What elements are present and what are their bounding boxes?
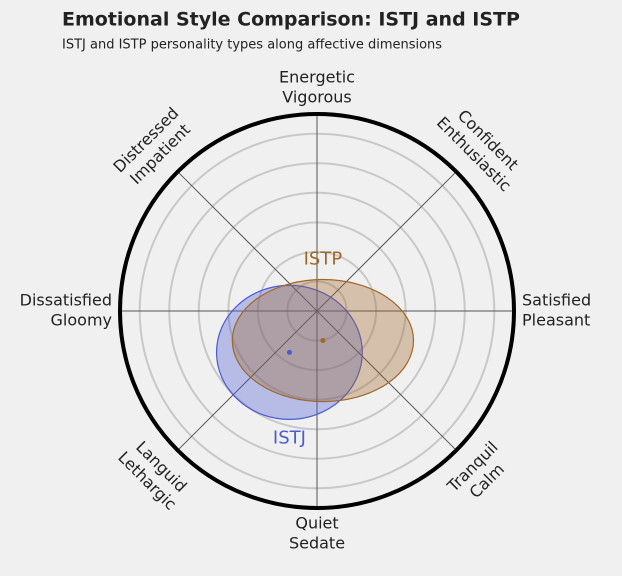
dimension-label-line: Sedate [289, 534, 345, 553]
dimension-label-line: Quiet [295, 514, 338, 533]
chart-subtitle: ISTJ and ISTP personality types along af… [62, 38, 442, 53]
dimension-label-line: Pleasant [522, 311, 590, 330]
axis-line [177, 171, 457, 451]
chart-title: Emotional Style Comparison: ISTJ and IST… [62, 9, 520, 31]
center-dot [286, 349, 292, 355]
dimension-label-line: Energetic [279, 68, 355, 87]
dimension-label-line: Gloomy [51, 311, 112, 330]
dimension-label-line: Dissatisfied [20, 291, 112, 310]
dimension-label-line: Vigorous [282, 88, 351, 107]
dimension-label-line: Satisfied [522, 291, 591, 310]
series-label: ISTJ [273, 427, 306, 448]
outer-circle [118, 112, 516, 510]
series-label: ISTP [304, 248, 343, 269]
center-dot [320, 338, 326, 344]
